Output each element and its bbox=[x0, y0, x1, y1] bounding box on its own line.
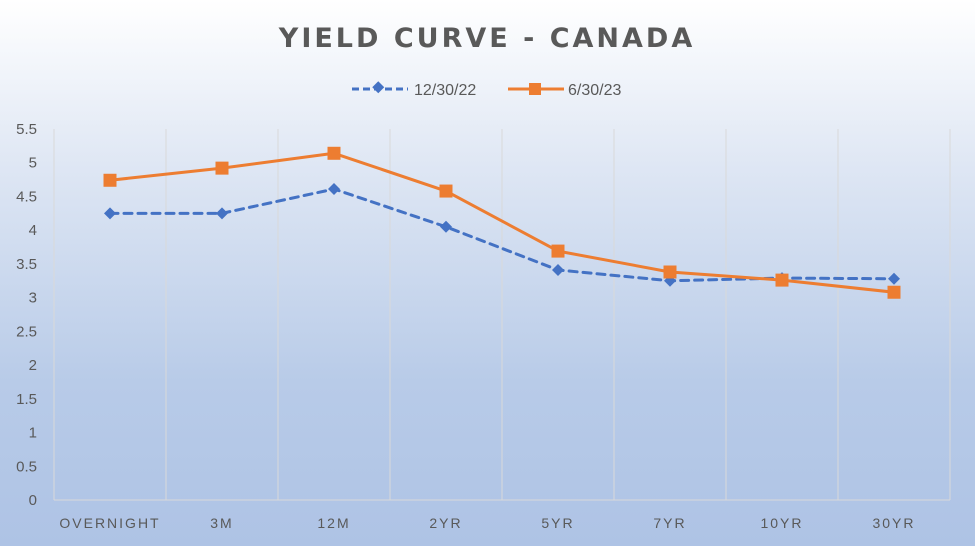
x-axis-ticks: OVERNIGHT 3M 12M 2YR 5YR 7YR 10YR 30YR bbox=[59, 515, 915, 531]
data-point-marker bbox=[216, 207, 228, 220]
data-point-marker bbox=[775, 273, 789, 287]
axes bbox=[53, 129, 950, 501]
data-point-marker bbox=[888, 272, 900, 285]
x-tick-label: 2YR bbox=[429, 515, 462, 531]
y-tick-label: 3.5 bbox=[16, 256, 37, 273]
data-point-marker bbox=[103, 173, 117, 187]
data-point-marker bbox=[104, 207, 116, 220]
legend: 12/30/22 6/30/23 bbox=[352, 81, 621, 99]
legend-marker-series-2 bbox=[529, 83, 541, 95]
x-tick-label: 30YR bbox=[872, 515, 915, 531]
data-point-marker bbox=[215, 161, 229, 175]
y-tick-label: 4 bbox=[29, 222, 37, 239]
data-point-marker bbox=[328, 183, 340, 196]
x-tick-label: 7YR bbox=[653, 515, 686, 531]
y-tick-label: 0.5 bbox=[16, 458, 37, 475]
x-tick-label: 12M bbox=[317, 515, 350, 531]
data-point-marker bbox=[439, 184, 453, 198]
x-tick-label: 3M bbox=[210, 515, 233, 531]
data-point-marker bbox=[552, 263, 564, 276]
y-tick-label: 0 bbox=[29, 492, 37, 509]
legend-label-series-1: 12/30/22 bbox=[414, 82, 476, 99]
legend-item-series-1: 12/30/22 bbox=[352, 81, 476, 99]
y-tick-label: 2 bbox=[29, 357, 37, 374]
data-point-marker bbox=[551, 244, 565, 258]
y-tick-label: 1 bbox=[29, 425, 37, 442]
legend-marker-series-1 bbox=[372, 81, 385, 94]
y-axis-ticks: 0 0.5 1 1.5 2 2.5 3 3.5 4 4.5 5 5.5 bbox=[16, 121, 37, 509]
chart-title: YIELD CURVE - CANADA bbox=[278, 23, 695, 54]
data-point-marker bbox=[327, 146, 341, 160]
y-tick-label: 5 bbox=[29, 155, 37, 172]
gridlines bbox=[165, 129, 951, 500]
x-tick-label: 5YR bbox=[541, 515, 574, 531]
y-tick-label: 4.5 bbox=[16, 188, 37, 205]
x-tick-label: OVERNIGHT bbox=[59, 515, 160, 531]
legend-label-series-2: 6/30/23 bbox=[568, 82, 621, 99]
data-point-marker bbox=[440, 220, 452, 233]
y-tick-label: 2.5 bbox=[16, 323, 37, 340]
series-line-2 bbox=[108, 151, 896, 294]
legend-item-series-2: 6/30/23 bbox=[508, 82, 621, 99]
data-point-marker bbox=[663, 265, 677, 279]
series-layer bbox=[103, 146, 901, 299]
y-tick-label: 1.5 bbox=[16, 391, 37, 408]
y-tick-label: 5.5 bbox=[16, 121, 37, 138]
x-tick-label: 10YR bbox=[760, 515, 803, 531]
series-2 bbox=[103, 146, 901, 299]
y-tick-label: 3 bbox=[29, 290, 37, 307]
data-point-marker bbox=[887, 285, 901, 299]
